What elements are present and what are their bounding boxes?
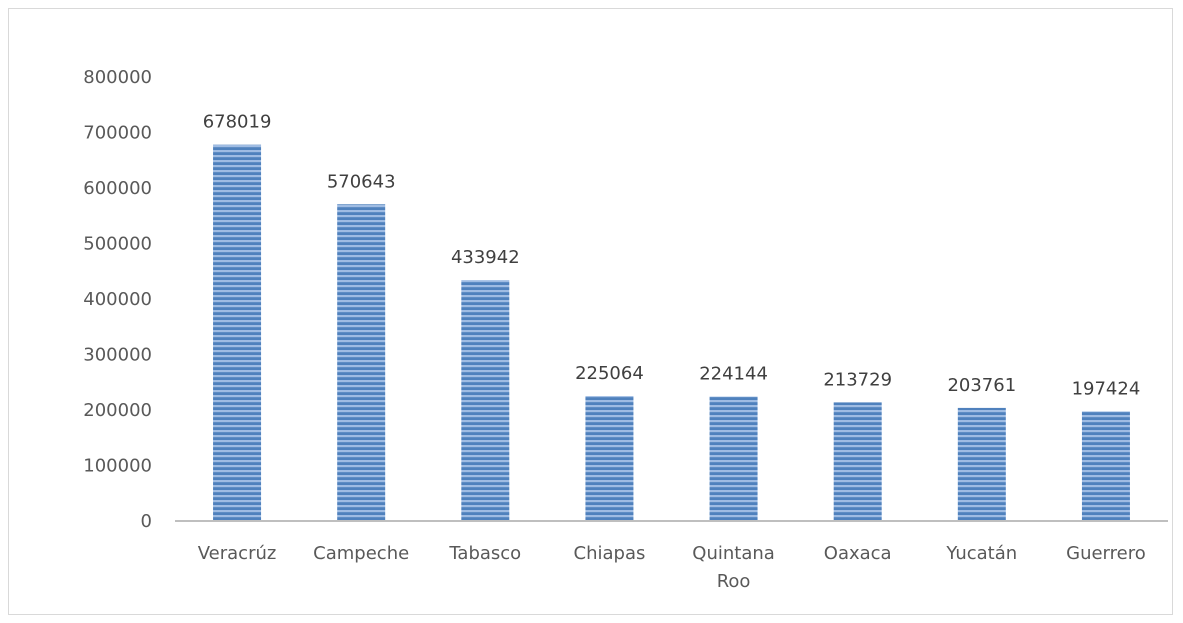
bar [461,280,510,521]
y-tick-label: 200000 [83,400,152,421]
y-tick-label: 400000 [83,289,152,310]
data-label: 225064 [575,363,644,384]
bar [833,402,882,521]
y-axis-tick-labels: 0 100000 200000 300000 400000 500000 600000 700… [83,67,152,532]
bar [213,144,262,521]
bar [709,396,758,521]
data-label: 203761 [947,375,1016,396]
data-labels-group: 678019 570643 433942 225064 224144 213729 2037… [203,112,1141,400]
bar [585,396,634,521]
x-tick-label: Quintana [692,543,775,564]
bar [1081,411,1130,521]
data-label: 570643 [327,171,396,192]
x-tick-label: Chiapas [574,543,646,564]
y-tick-label: 0 [141,511,152,532]
x-tick-label: Guerrero [1066,543,1146,564]
x-tick-label: Tabasco [448,543,521,564]
y-tick-label: 100000 [83,456,152,477]
y-tick-label: 500000 [83,234,152,255]
data-label: 213729 [823,369,892,390]
bar [957,407,1006,521]
y-tick-label: 800000 [83,67,152,88]
data-label: 678019 [203,112,272,133]
y-tick-label: 300000 [83,345,152,366]
x-tick-label: Oaxaca [824,543,892,564]
y-tick-label: 600000 [83,178,152,199]
x-tick-label: Yucatán [945,543,1017,564]
bars-group [213,144,1130,521]
x-axis-tick-labels: Veracrúz Campeche Tabasco Chiapas Quintana Ro… [198,543,1146,592]
y-tick-label: 700000 [83,123,152,144]
data-label: 197424 [1072,378,1141,399]
bar [337,204,386,521]
x-tick-label: Roo [717,571,751,592]
x-tick-label: Veracrúz [198,543,277,564]
x-tick-label: Campeche [313,543,409,564]
data-label: 224144 [699,364,768,385]
data-label: 433942 [451,247,520,268]
